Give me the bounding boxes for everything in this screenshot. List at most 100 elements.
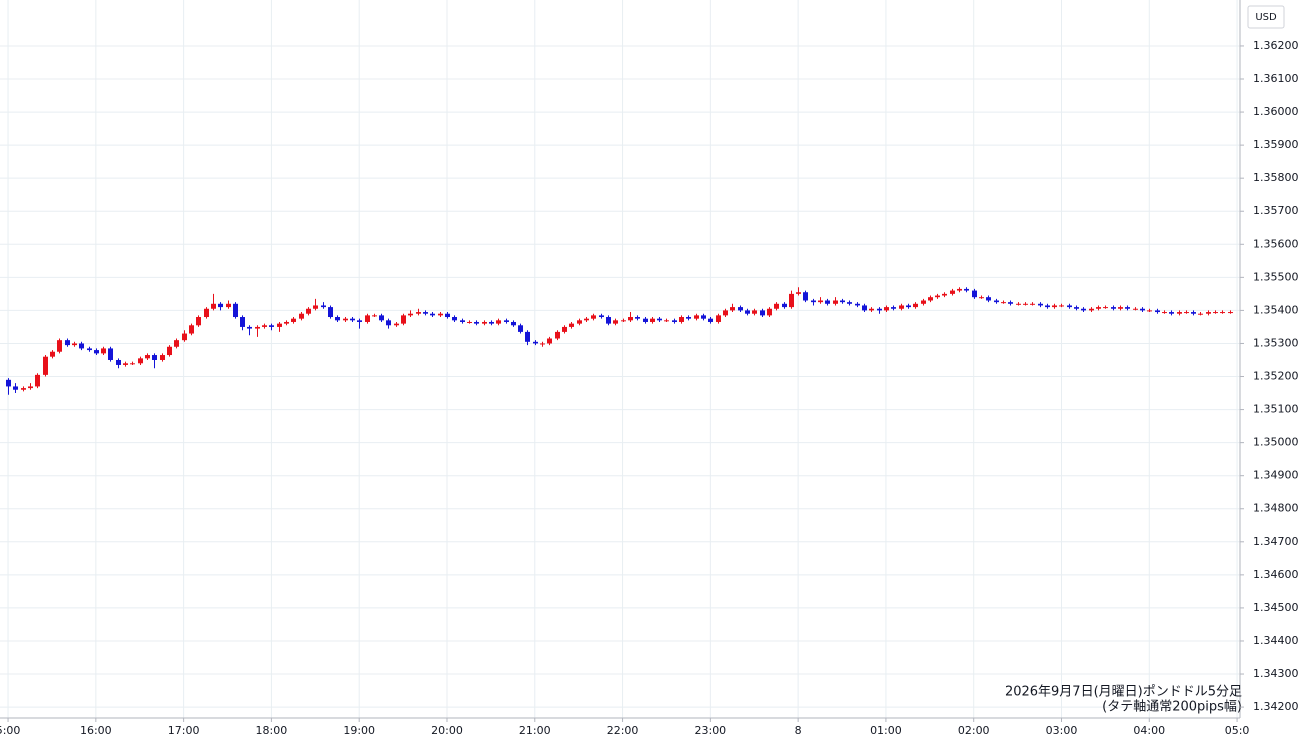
candle-body (6, 379, 11, 387)
candle-body (1213, 312, 1218, 314)
candle-body (774, 303, 779, 309)
candle-body (189, 325, 194, 334)
candle-body (1096, 307, 1101, 309)
candle-body (1045, 305, 1050, 308)
candle-body (621, 320, 626, 322)
y-tick-label: 1.34600 (1253, 568, 1299, 581)
candle-body (430, 313, 435, 316)
candle-body (167, 346, 172, 356)
candle-body (847, 302, 852, 304)
candle-body (972, 290, 977, 298)
y-tick-label: 1.35300 (1253, 336, 1299, 349)
x-tick-label: 02:00 (958, 724, 990, 737)
y-tick-label: 1.35000 (1253, 436, 1299, 449)
candle-body (730, 307, 735, 311)
y-tick-label: 1.35400 (1253, 303, 1299, 316)
candle-body (942, 293, 947, 296)
candle-body (1198, 313, 1203, 315)
candle-body (1169, 312, 1174, 314)
candle-body (240, 317, 245, 327)
candle-body (562, 326, 567, 332)
candle-body (672, 320, 677, 322)
candle-body (357, 320, 362, 322)
candle-body (701, 315, 706, 319)
x-tick-label: 04:00 (1133, 724, 1165, 737)
x-tick-label: 19:00 (343, 724, 375, 737)
candle-body (130, 363, 135, 365)
x-tick-label: 5:00 (0, 724, 20, 737)
x-tick-label: 17:00 (168, 724, 200, 737)
candle-body (1081, 308, 1086, 311)
candle-body (525, 331, 530, 342)
candle-body (1228, 312, 1233, 314)
candle-body (1184, 312, 1189, 314)
candle-body (694, 315, 699, 319)
candle-body (496, 320, 501, 324)
candle-body (386, 320, 391, 326)
candle-body (1059, 305, 1064, 307)
candle-body (21, 388, 26, 390)
candle-body (218, 303, 223, 308)
candle-body (511, 321, 516, 326)
candle-body (116, 359, 121, 365)
candle-body (1008, 302, 1013, 304)
candle-body (591, 315, 596, 319)
candle-body (1067, 305, 1072, 308)
candle-body (226, 303, 231, 308)
candle-body (182, 333, 187, 341)
candle-body (460, 320, 465, 322)
candle-body (767, 308, 772, 316)
candle-body (65, 340, 70, 346)
candle-body (994, 300, 999, 303)
candle-body (708, 318, 713, 322)
candle-body (1023, 303, 1028, 305)
candle-body (233, 303, 238, 318)
candle-body (504, 320, 509, 322)
candle-body (1206, 312, 1211, 314)
candle-body (394, 323, 399, 326)
candle-body (1140, 308, 1145, 311)
y-tick-label: 1.35200 (1253, 370, 1299, 383)
candle-body (906, 305, 911, 308)
candle-body (291, 318, 296, 322)
candle-body (43, 356, 48, 375)
grid (0, 0, 1240, 718)
candle-body (1118, 307, 1123, 309)
candle-body (818, 300, 823, 303)
x-tick-label: 22:00 (607, 724, 639, 737)
candle-body (211, 303, 216, 309)
candle-body (643, 318, 648, 322)
y-tick-label: 1.35700 (1253, 204, 1299, 217)
candle-body (35, 374, 40, 387)
candle-body (533, 341, 538, 344)
candle-body (811, 300, 816, 303)
candle-body (628, 317, 633, 321)
candle-body (964, 288, 969, 291)
candle-body (1177, 312, 1182, 314)
candle-body (247, 326, 252, 329)
candle-body (72, 343, 77, 346)
candle-body (306, 308, 311, 314)
candle-body (299, 313, 304, 319)
candle-body (840, 300, 845, 303)
candle-body (1111, 307, 1116, 309)
candle-body (547, 338, 552, 344)
y-tick-label: 1.34700 (1253, 535, 1299, 548)
candle-body (372, 315, 377, 317)
candle-body (145, 355, 150, 359)
candle-body (416, 312, 421, 314)
candle-body (57, 340, 62, 352)
candle-body (855, 303, 860, 306)
candle-body (13, 386, 18, 390)
y-tick-label: 1.34400 (1253, 634, 1299, 647)
candle-body (789, 293, 794, 308)
candle-body (328, 307, 333, 318)
candle-body (1001, 302, 1006, 304)
candle-body (255, 326, 260, 329)
candle-body (313, 305, 318, 309)
candle-body (664, 320, 669, 322)
x-tick-label: 21:00 (519, 724, 551, 737)
candle-body (174, 340, 179, 347)
candle-body (445, 313, 450, 318)
